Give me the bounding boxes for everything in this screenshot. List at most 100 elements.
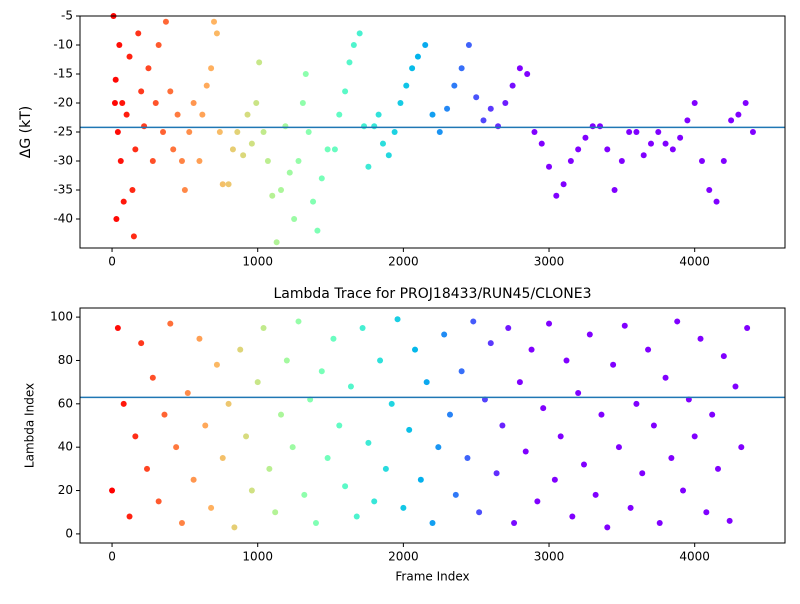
point: [516, 65, 523, 72]
point: [234, 129, 241, 135]
point: [406, 426, 413, 433]
point: [196, 335, 203, 342]
point: [170, 146, 177, 153]
point: [691, 433, 698, 440]
point: [256, 59, 263, 66]
point: [511, 520, 518, 527]
x-tick-label: 3000: [534, 550, 565, 564]
point: [647, 140, 654, 147]
point: [196, 158, 203, 164]
point: [144, 465, 151, 472]
point: [516, 379, 523, 386]
point: [639, 470, 646, 477]
point: [310, 198, 317, 205]
point: [152, 100, 159, 106]
point: [597, 123, 604, 130]
x-tick-label: 2000: [388, 550, 419, 564]
point: [248, 140, 255, 147]
point: [371, 498, 378, 505]
point: [409, 65, 416, 72]
point: [132, 146, 139, 153]
point: [318, 368, 325, 375]
point: [735, 111, 742, 118]
point: [728, 117, 735, 124]
point: [283, 357, 290, 364]
point: [713, 198, 720, 205]
point: [538, 140, 545, 147]
point: [714, 465, 721, 472]
point: [365, 439, 372, 446]
point: [254, 379, 261, 386]
point: [394, 316, 401, 323]
y-axis-label: Lambda Index: [23, 383, 37, 468]
point: [698, 158, 705, 164]
point: [446, 411, 453, 418]
point: [126, 513, 133, 520]
point: [451, 82, 458, 89]
point: [123, 111, 130, 118]
point: [412, 346, 419, 353]
point: [444, 105, 451, 112]
point: [299, 100, 306, 106]
point: [160, 129, 167, 135]
point: [314, 227, 321, 234]
point: [141, 123, 148, 130]
point: [272, 509, 279, 516]
point: [167, 320, 174, 327]
point: [117, 158, 124, 164]
point: [677, 134, 684, 141]
point: [302, 71, 309, 77]
point: [524, 71, 531, 77]
point: [691, 100, 698, 106]
point: [178, 158, 185, 164]
axes-frame: [79, 307, 786, 544]
point: [342, 88, 349, 95]
point: [668, 455, 675, 462]
point: [278, 411, 285, 418]
y-axis-label: ΔG (kT): [18, 106, 34, 158]
point: [225, 181, 232, 188]
point: [575, 389, 582, 396]
point: [213, 361, 220, 368]
point: [190, 476, 197, 483]
point: [388, 400, 395, 407]
point: [269, 192, 276, 199]
y-tick-label: -25: [53, 125, 73, 139]
point: [560, 181, 567, 188]
x-tick-label: 4000: [679, 255, 710, 269]
y-tick-label: -10: [53, 38, 73, 52]
point: [493, 470, 500, 477]
point: [359, 324, 366, 331]
point: [626, 129, 633, 135]
x-axis-label: Frame Index: [395, 570, 469, 584]
x-tick-label: 3000: [534, 255, 565, 269]
point: [199, 111, 206, 118]
point: [423, 379, 430, 386]
point: [464, 455, 471, 462]
point: [114, 324, 121, 331]
point: [229, 146, 236, 153]
point: [186, 129, 193, 135]
point: [361, 123, 368, 130]
point: [598, 411, 605, 418]
point: [615, 444, 622, 451]
point: [211, 18, 218, 25]
x-tick-label: 0: [108, 550, 116, 564]
point: [522, 448, 529, 455]
point: [397, 100, 404, 106]
point: [618, 158, 625, 164]
point: [720, 158, 727, 164]
point: [604, 146, 611, 153]
point: [465, 42, 472, 48]
point: [336, 422, 343, 429]
y-tick-label: -20: [53, 96, 73, 110]
point: [231, 524, 238, 531]
point: [278, 187, 285, 193]
point: [738, 444, 745, 451]
point: [470, 318, 477, 325]
point: [237, 346, 244, 353]
point: [546, 163, 553, 170]
point: [551, 476, 558, 483]
point: [120, 198, 127, 205]
point: [429, 520, 436, 527]
